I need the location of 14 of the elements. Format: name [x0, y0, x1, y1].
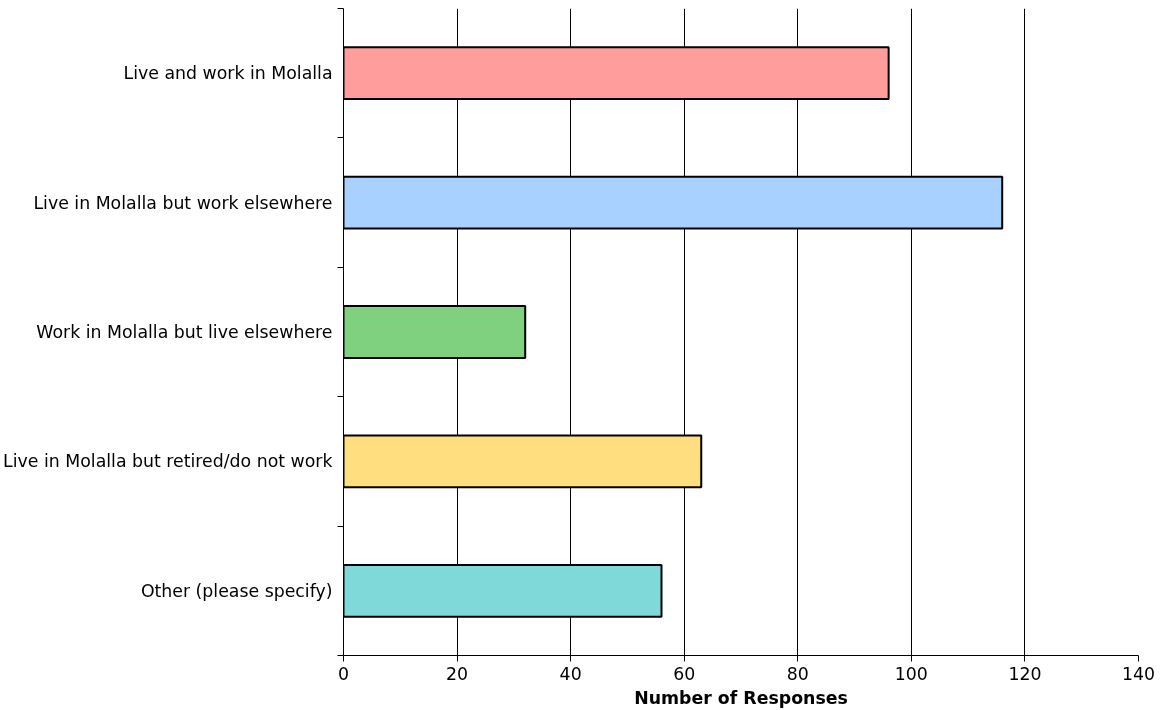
y-tick-label: Other (please specify): [140, 580, 333, 601]
x-tick-label: 20: [446, 663, 469, 684]
x-tick-label: 0: [337, 663, 350, 684]
x-axis-title: Number of Responses: [634, 687, 848, 708]
y-tick-label: Work in Molalla but live elsewhere: [36, 322, 333, 342]
x-tick-label: 140: [1121, 663, 1156, 684]
x-tick-label: 80: [786, 663, 809, 684]
y-tick-label: Live in Molalla but work elsewhere: [33, 192, 333, 213]
x-tick-label: 40: [559, 663, 582, 684]
y-tick-label: Live in Molalla but retired/do not work: [3, 451, 333, 472]
x-tick-label: 60: [673, 663, 696, 684]
y-tick-label: Live and work in Molalla: [123, 63, 333, 84]
x-tick-label: 120: [1008, 663, 1042, 684]
x-tick-label: 100: [894, 663, 928, 684]
